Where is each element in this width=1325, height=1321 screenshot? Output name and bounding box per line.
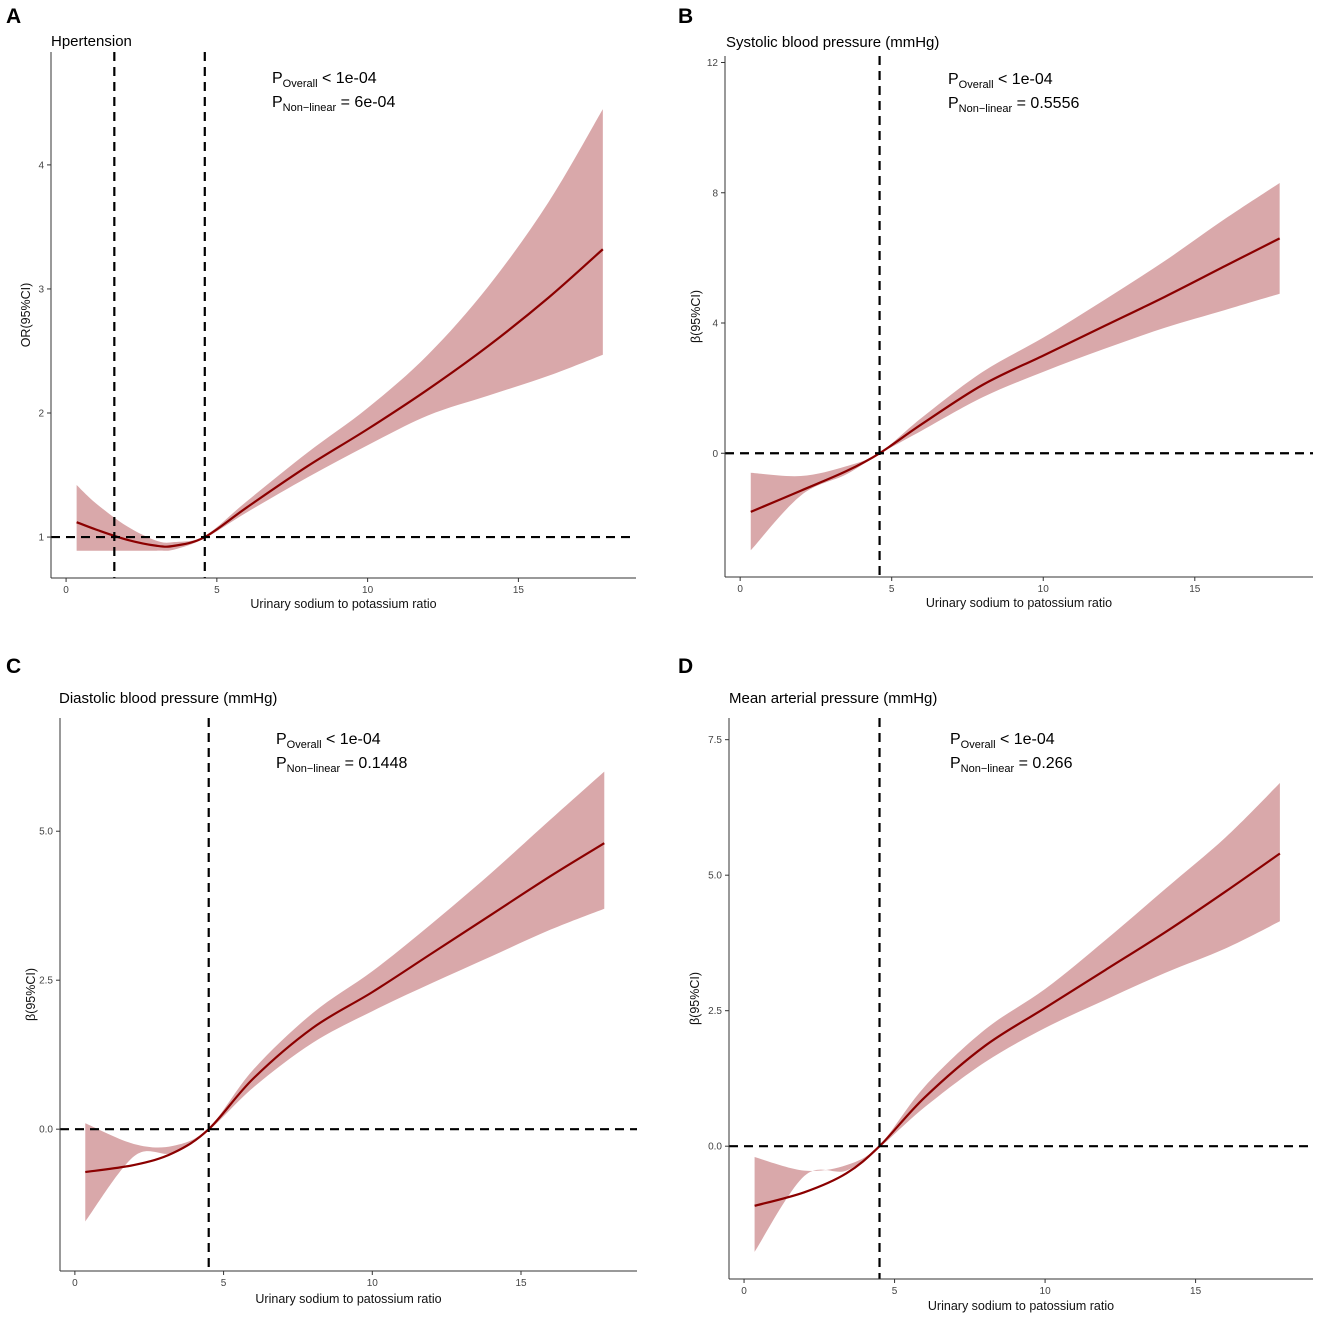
panel-label-a: A [6, 5, 21, 28]
panel-label-c: C [6, 655, 21, 678]
x-tick-label-b: 15 [1189, 584, 1201, 595]
x-tick-label-d: 0 [741, 1286, 747, 1297]
y-tick-label-a: 2 [38, 409, 44, 420]
x-axis-label-d: Urinary sodium to patossium ratio [928, 1299, 1114, 1313]
estimate-line-d [754, 852, 1281, 1207]
y-tick-label-a: 1 [38, 533, 44, 544]
x-tick-label-d: 5 [892, 1286, 898, 1297]
panel-a: A Hpertension 0 5 10 15 1 2 3 4 Urinary sodium to … [0, 0, 662, 640]
confidence-band-c [85, 771, 605, 1222]
confidence-band-d [754, 783, 1280, 1252]
panel-label-d: D [678, 655, 693, 678]
x-tick-label-d: 15 [1190, 1286, 1202, 1297]
chart-a: A Hpertension 0 5 10 15 1 2 3 4 Urinary sodium to … [6, 5, 636, 611]
x-tick-label-a: 15 [513, 585, 525, 596]
y-tick-label-d: 5.0 [708, 871, 722, 882]
x-tick-label-c: 5 [221, 1278, 227, 1289]
p-overall-annotation-a: POverall < 1e-04 [272, 70, 377, 90]
chart-title-a: Hpertension [51, 33, 132, 50]
y-tick-label-a: 4 [38, 160, 44, 171]
x-tick-label-a: 5 [214, 585, 220, 596]
chart-title-b: Systolic blood pressure (mmHg) [726, 34, 939, 51]
y-tick-label-c: 5.0 [39, 827, 53, 838]
chart-title-c: Diastolic blood pressure (mmHg) [59, 690, 277, 707]
x-tick-label-b: 10 [1038, 584, 1050, 595]
x-tick-label-c: 10 [367, 1278, 379, 1289]
y-tick-label-d: 0.0 [708, 1142, 722, 1153]
confidence-band-a [76, 109, 603, 551]
x-tick-label-b: 5 [889, 584, 895, 595]
panel-d: D Mean arterial pressure (mmHg) 0 5 10 15 0.0 2… [663, 650, 1325, 1321]
x-tick-label-b: 0 [737, 584, 743, 595]
x-tick-label-c: 0 [72, 1278, 78, 1289]
y-tick-label-d: 7.5 [708, 735, 722, 746]
chart-b: B Systolic blood pressure (mmHg) 0 5 10 15 0 4 8… [678, 5, 1313, 610]
estimate-line-c [85, 842, 605, 1174]
p-overall-annotation-d: POverall < 1e-04 [950, 731, 1055, 751]
y-axis-label-b: β(95%CI) [689, 290, 703, 343]
chart-c: C Diastolic blood pressure (mmHg) 0 5 10 15 0.… [6, 655, 637, 1306]
p-overall-annotation-b: POverall < 1e-04 [948, 71, 1053, 91]
y-tick-label-a: 3 [38, 284, 44, 295]
x-tick-label-d: 10 [1040, 1286, 1052, 1297]
y-tick-label-c: 2.5 [39, 976, 53, 987]
y-tick-label-b: 0 [712, 449, 718, 460]
x-tick-label-a: 10 [362, 585, 374, 596]
y-tick-label-b: 12 [707, 58, 719, 69]
y-tick-label-d: 2.5 [708, 1006, 722, 1017]
x-axis-label-b: Urinary sodium to patossium ratio [926, 596, 1112, 610]
y-tick-label-b: 4 [712, 319, 718, 330]
panel-b: B Systolic blood pressure (mmHg) 0 5 10 15 0 4 8… [663, 0, 1325, 640]
y-axis-label-c: β(95%CI) [24, 968, 38, 1021]
p-nonlinear-annotation-d: PNon−linear = 0.266 [950, 755, 1073, 775]
y-tick-label-b: 8 [712, 188, 718, 199]
y-axis-label-d: β(95%CI) [688, 972, 702, 1025]
y-axis-label-a: OR(95%CI) [19, 283, 33, 348]
y-tick-label-c: 0.0 [39, 1125, 53, 1136]
chart-d: D Mean arterial pressure (mmHg) 0 5 10 15 0.0 2… [678, 655, 1313, 1313]
p-nonlinear-annotation-c: PNon−linear = 0.1448 [276, 755, 407, 775]
p-nonlinear-annotation-b: PNon−linear = 0.5556 [948, 95, 1079, 115]
estimate-line-a [76, 248, 604, 548]
chart-title-d: Mean arterial pressure (mmHg) [729, 690, 937, 707]
confidence-band-b [750, 182, 1280, 551]
x-axis-label-c: Urinary sodium to patossium ratio [255, 1292, 441, 1306]
estimate-line-b [750, 237, 1281, 513]
x-axis-label-a: Urinary sodium to potassium ratio [250, 597, 436, 611]
panel-c: C Diastolic blood pressure (mmHg) 0 5 10 15 0.… [0, 650, 662, 1321]
x-tick-label-c: 15 [515, 1278, 527, 1289]
x-tick-label-a: 0 [63, 585, 69, 596]
p-nonlinear-annotation-a: PNon−linear = 6e-04 [272, 94, 395, 114]
panel-label-b: B [678, 5, 693, 28]
p-overall-annotation-c: POverall < 1e-04 [276, 731, 381, 751]
